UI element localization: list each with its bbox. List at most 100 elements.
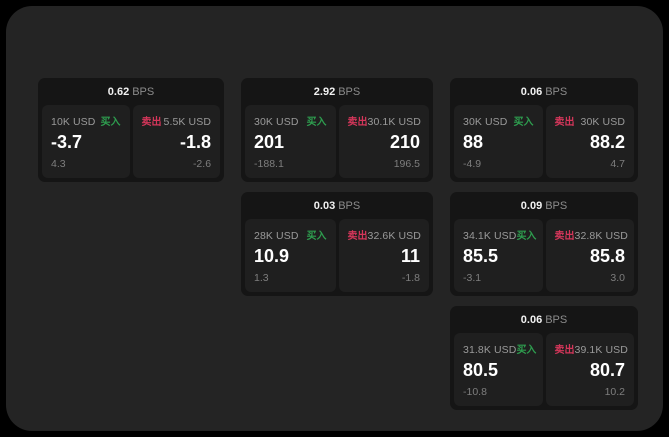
spread-unit: BPS	[338, 200, 361, 212]
buy-panel[interactable]: 30K USD 买入 201 -188.1	[245, 105, 336, 178]
buy-tag: 买入	[306, 231, 327, 242]
quote-card[interactable]: 0.06 BPS 30K USD 买入 88 -4.9 卖出 30K USD 88.2 4.7	[450, 78, 638, 182]
spread-value: 0.62	[107, 86, 130, 98]
column-2: 2.92 BPS 30K USD 买入 201 -188.1 卖出 30.1K USD 210 1…	[241, 78, 433, 296]
spread-unit: BPS	[545, 86, 568, 98]
sell-delta: 196.5	[393, 158, 420, 170]
spread-value: 0.03	[313, 200, 336, 212]
buy-header-row: 34.1K USD 买入	[463, 227, 537, 242]
card-body: 28K USD 买入 10.9 1.3 卖出 32.6K USD 11 -1.8	[245, 219, 429, 292]
buy-delta: -10.8	[463, 386, 487, 398]
sell-delta: 3.0	[610, 272, 625, 284]
buy-tag: 买入	[100, 117, 121, 128]
sell-header-row: 卖出 32.8K USD	[554, 227, 628, 242]
buy-header-row: 30K USD 买入	[254, 113, 326, 128]
buy-delta: -188.1	[254, 158, 284, 170]
quote-card[interactable]: 0.62 BPS 10K USD 买入 -3.7 4.3 卖出 5.5K USD -1.8 -2.…	[38, 78, 225, 182]
buy-price: 85.5	[463, 246, 499, 266]
card-body: 34.1K USD 买入 85.5 -3.1 卖出 32.8K USD 85.8 3.0	[454, 219, 634, 292]
sell-delta: -2.6	[192, 158, 212, 170]
sell-delta: 10.2	[604, 386, 625, 398]
quote-board: 0.62 BPS 10K USD 买入 -3.7 4.3 卖出 5.5K USD -1.8 -2.…	[38, 78, 638, 410]
spread-unit: BPS	[132, 86, 155, 98]
column-3: 0.06 BPS 30K USD 买入 88 -4.9 卖出 30K USD 88.2 4.7 0.…	[450, 78, 638, 410]
sell-price: -1.8	[180, 132, 212, 152]
sell-header-row: 卖出 32.6K USD	[347, 227, 421, 242]
sell-price: 11	[400, 246, 420, 266]
sell-tag: 卖出	[554, 231, 575, 242]
sell-header-row: 卖出 30.1K USD	[347, 113, 421, 128]
buy-quantity: 28K USD	[254, 230, 299, 242]
sell-price: 88.2	[589, 132, 625, 152]
buy-delta: 4.3	[51, 158, 66, 170]
buy-panel[interactable]: 28K USD 买入 10.9 1.3	[245, 219, 336, 292]
buy-price: 88	[463, 132, 484, 152]
sell-tag: 卖出	[347, 231, 368, 242]
buy-delta: 1.3	[254, 272, 269, 284]
quote-card[interactable]: 0.03 BPS 28K USD 买入 10.9 1.3 卖出 32.6K USD 11 -1.8	[241, 192, 433, 296]
card-header: 2.92 BPS	[245, 84, 429, 105]
quote-card[interactable]: 2.92 BPS 30K USD 买入 201 -188.1 卖出 30.1K USD 210 1…	[241, 78, 433, 182]
buy-delta: -4.9	[463, 158, 482, 170]
sell-tag: 卖出	[141, 117, 162, 128]
sell-tag: 卖出	[554, 117, 575, 128]
spread-value: 2.92	[313, 86, 336, 98]
card-body: 31.8K USD 买入 80.5 -10.8 卖出 39.1K USD 80.7 10.2	[454, 333, 634, 406]
sell-quantity: 32.8K USD	[574, 230, 628, 242]
sell-panel[interactable]: 卖出 32.8K USD 85.8 3.0	[545, 219, 634, 292]
sell-price: 85.8	[589, 246, 625, 266]
spread-value: 0.06	[520, 86, 543, 98]
sell-quantity: 30.1K USD	[367, 116, 421, 128]
sell-panel[interactable]: 卖出 30.1K USD 210 196.5	[338, 105, 429, 178]
spread-value: 0.09	[520, 200, 543, 212]
buy-quantity: 30K USD	[254, 116, 299, 128]
sell-header-row: 卖出 5.5K USD	[142, 113, 212, 128]
sell-quantity: 39.1K USD	[574, 344, 628, 356]
buy-price: 80.5	[463, 360, 499, 380]
sell-price: 210	[389, 132, 420, 152]
spread-unit: BPS	[338, 86, 361, 98]
card-header: 0.06 BPS	[454, 312, 634, 333]
card-header: 0.06 BPS	[454, 84, 634, 105]
buy-tag: 买入	[306, 117, 327, 128]
buy-quantity: 31.8K USD	[463, 344, 517, 356]
spread-unit: BPS	[545, 314, 568, 326]
buy-quantity: 10K USD	[51, 116, 96, 128]
sell-delta: 4.7	[610, 158, 625, 170]
card-body: 10K USD 买入 -3.7 4.3 卖出 5.5K USD -1.8 -2.6	[42, 105, 221, 178]
buy-tag: 买入	[513, 117, 534, 128]
card-body: 30K USD 买入 201 -188.1 卖出 30.1K USD 210 196.5	[245, 105, 429, 178]
card-header: 0.09 BPS	[454, 198, 634, 219]
buy-panel[interactable]: 10K USD 买入 -3.7 4.3	[42, 105, 130, 178]
sell-quantity: 30K USD	[580, 116, 625, 128]
card-header: 0.62 BPS	[42, 84, 220, 105]
sell-quantity: 5.5K USD	[163, 116, 212, 128]
buy-tag: 买入	[516, 231, 537, 242]
quote-card[interactable]: 0.06 BPS 31.8K USD 买入 80.5 -10.8 卖出 39.1K USD 80…	[450, 306, 638, 410]
spread-value: 0.06	[520, 314, 543, 326]
buy-panel[interactable]: 34.1K USD 买入 85.5 -3.1	[454, 219, 543, 292]
buy-panel[interactable]: 31.8K USD 买入 80.5 -10.8	[454, 333, 543, 406]
sell-price: 80.7	[589, 360, 625, 380]
quote-card[interactable]: 0.09 BPS 34.1K USD 买入 85.5 -3.1 卖出 32.8K USD 85.…	[450, 192, 638, 296]
sell-quantity: 32.6K USD	[367, 230, 421, 242]
sell-header-row: 卖出 39.1K USD	[554, 341, 628, 356]
sell-tag: 卖出	[347, 117, 368, 128]
sell-tag: 卖出	[554, 345, 575, 356]
column-1: 0.62 BPS 10K USD 买入 -3.7 4.3 卖出 5.5K USD -1.8 -2.…	[38, 78, 225, 182]
buy-price: 10.9	[254, 246, 290, 266]
buy-delta: -3.1	[463, 272, 482, 284]
sell-panel[interactable]: 卖出 32.6K USD 11 -1.8	[338, 219, 429, 292]
buy-panel[interactable]: 30K USD 买入 88 -4.9	[454, 105, 543, 178]
buy-quantity: 34.1K USD	[463, 230, 517, 242]
buy-quantity: 30K USD	[463, 116, 508, 128]
sell-panel[interactable]: 卖出 5.5K USD -1.8 -2.6	[132, 105, 221, 178]
buy-price: 201	[254, 132, 285, 152]
sell-panel[interactable]: 卖出 39.1K USD 80.7 10.2	[545, 333, 634, 406]
buy-price: -3.7	[51, 132, 83, 152]
spread-unit: BPS	[545, 200, 568, 212]
card-header: 0.03 BPS	[245, 198, 429, 219]
sell-header-row: 卖出 30K USD	[555, 113, 626, 128]
card-body: 30K USD 买入 88 -4.9 卖出 30K USD 88.2 4.7	[454, 105, 634, 178]
sell-panel[interactable]: 卖出 30K USD 88.2 4.7	[545, 105, 634, 178]
